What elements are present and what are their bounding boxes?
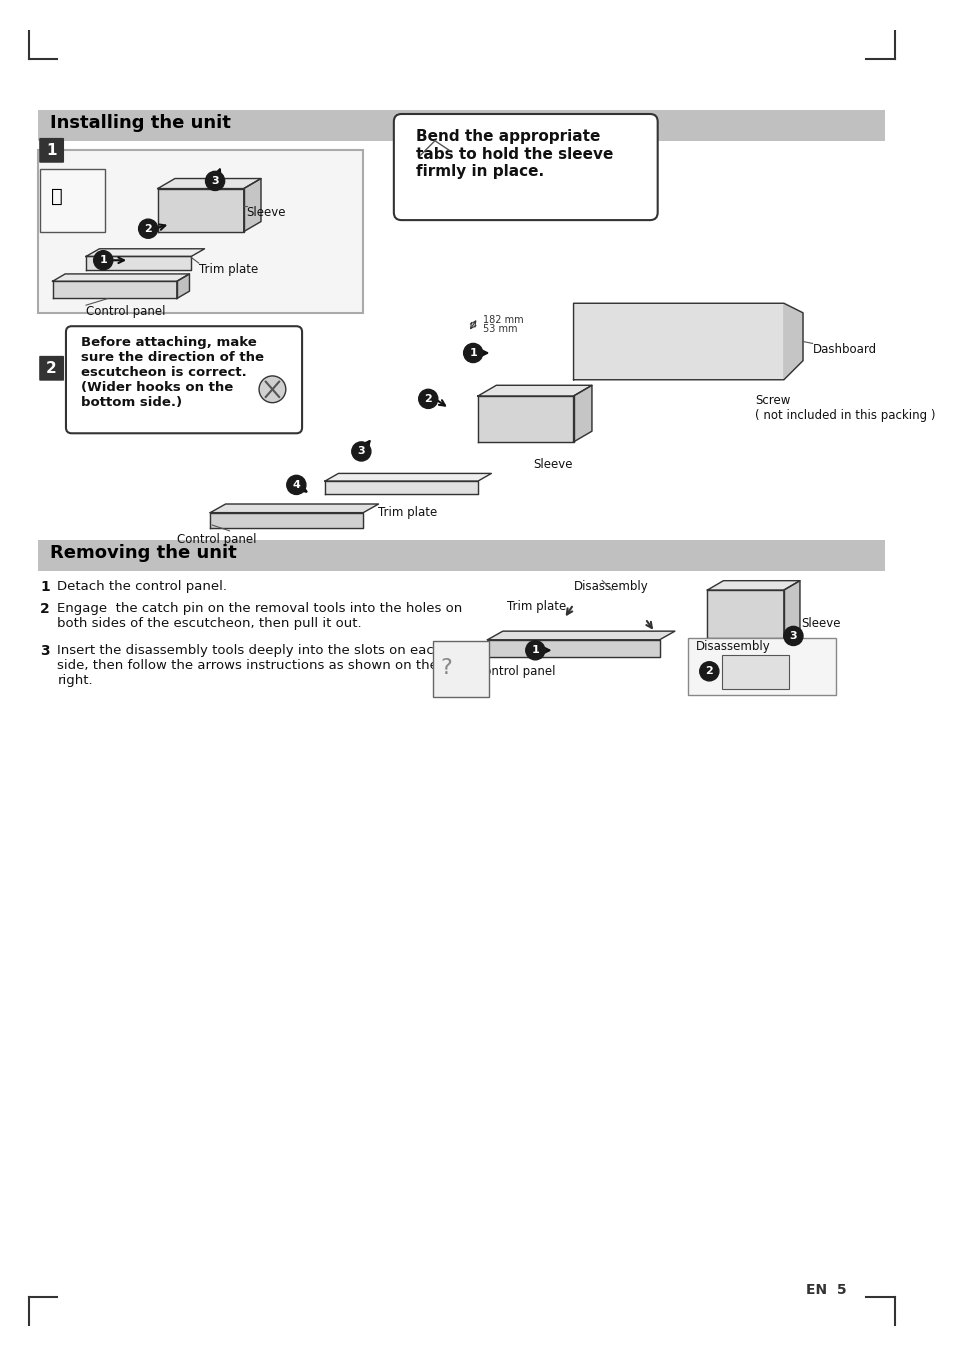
Text: 1: 1	[41, 580, 50, 594]
Text: Removing the unit: Removing the unit	[49, 544, 237, 563]
Text: 1: 1	[469, 348, 477, 358]
Text: 4: 4	[293, 480, 300, 490]
Polygon shape	[157, 188, 243, 232]
Text: 1: 1	[46, 142, 57, 157]
Text: 2: 2	[41, 602, 50, 616]
Text: Trim plate: Trim plate	[199, 263, 258, 277]
Bar	[39, 540, 885, 571]
Text: 182 mm: 182 mm	[483, 315, 524, 324]
Text: Engage  the catch pin on the removal tools into the holes on
both sides of the e: Engage the catch pin on the removal tool…	[57, 602, 463, 629]
Text: Sleeve: Sleeve	[533, 458, 573, 471]
FancyBboxPatch shape	[394, 114, 658, 220]
Text: Insert the disassembly tools deeply into the slots on each
side, then follow the: Insert the disassembly tools deeply into…	[57, 644, 442, 686]
Polygon shape	[325, 481, 478, 495]
Text: 1: 1	[531, 645, 539, 655]
FancyBboxPatch shape	[40, 138, 64, 163]
Circle shape	[138, 220, 157, 239]
FancyBboxPatch shape	[40, 355, 64, 381]
Polygon shape	[86, 248, 205, 256]
Polygon shape	[478, 385, 592, 396]
Text: Dashboard: Dashboard	[812, 343, 877, 357]
Polygon shape	[478, 396, 574, 442]
Text: Detach the control panel.: Detach the control panel.	[57, 580, 227, 594]
Text: 2: 2	[424, 393, 432, 404]
Bar	[688, 637, 837, 696]
Text: Sleeve: Sleeve	[801, 617, 840, 629]
Ellipse shape	[259, 376, 286, 403]
Polygon shape	[86, 256, 191, 270]
Text: Before attaching, make
sure the direction of the
escutcheon is correct.
(Wider h: Before attaching, make sure the directio…	[81, 336, 265, 408]
Circle shape	[418, 389, 438, 408]
Circle shape	[94, 251, 113, 270]
Bar	[39, 151, 363, 313]
Polygon shape	[52, 274, 189, 281]
Polygon shape	[574, 385, 592, 442]
Polygon shape	[157, 179, 261, 188]
Circle shape	[352, 442, 371, 461]
Bar	[41, 170, 105, 232]
Circle shape	[699, 662, 719, 681]
Text: Screw
( not included in this packing ): Screw ( not included in this packing )	[755, 395, 936, 422]
Text: 👆: 👆	[51, 187, 63, 206]
Text: 3: 3	[357, 446, 365, 457]
Text: Disassembly: Disassembly	[696, 640, 771, 652]
FancyBboxPatch shape	[433, 641, 490, 697]
Polygon shape	[52, 281, 177, 298]
Text: 2: 2	[46, 361, 57, 376]
Circle shape	[287, 476, 306, 495]
Text: 3: 3	[41, 644, 50, 658]
Text: Sleeve: Sleeve	[246, 206, 286, 218]
Text: 2: 2	[705, 666, 713, 677]
Text: 1: 1	[99, 255, 107, 266]
Polygon shape	[783, 580, 800, 637]
Text: Control panel: Control panel	[86, 305, 165, 319]
Bar	[39, 110, 885, 141]
Text: 3: 3	[789, 631, 797, 641]
Text: Trim plate: Trim plate	[378, 506, 437, 519]
Text: EN  5: EN 5	[807, 1283, 847, 1298]
Polygon shape	[783, 304, 803, 380]
Bar	[722, 655, 788, 689]
FancyBboxPatch shape	[66, 327, 302, 434]
Text: Control panel: Control panel	[476, 664, 555, 678]
Text: 53 mm: 53 mm	[483, 324, 517, 335]
Polygon shape	[177, 274, 189, 298]
Circle shape	[783, 626, 803, 645]
Text: Control panel: Control panel	[177, 533, 256, 545]
Polygon shape	[574, 304, 803, 380]
Circle shape	[464, 343, 483, 362]
Polygon shape	[243, 179, 261, 232]
Text: Installing the unit: Installing the unit	[49, 114, 231, 132]
Polygon shape	[707, 580, 800, 590]
Polygon shape	[707, 590, 783, 637]
Text: 2: 2	[144, 224, 152, 233]
Text: 3: 3	[212, 176, 219, 186]
Text: Disassembly: Disassembly	[574, 580, 648, 594]
Circle shape	[526, 641, 545, 660]
Polygon shape	[211, 504, 379, 513]
Text: Bend the appropriate
tabs to hold the sleeve
firmly in place.: Bend the appropriate tabs to hold the sl…	[415, 129, 613, 179]
Text: ?: ?	[440, 659, 452, 678]
Text: Trim plate: Trim plate	[506, 599, 566, 613]
Circle shape	[206, 171, 225, 190]
Polygon shape	[488, 631, 675, 640]
Polygon shape	[488, 640, 660, 656]
Polygon shape	[325, 473, 492, 481]
Polygon shape	[211, 513, 363, 527]
